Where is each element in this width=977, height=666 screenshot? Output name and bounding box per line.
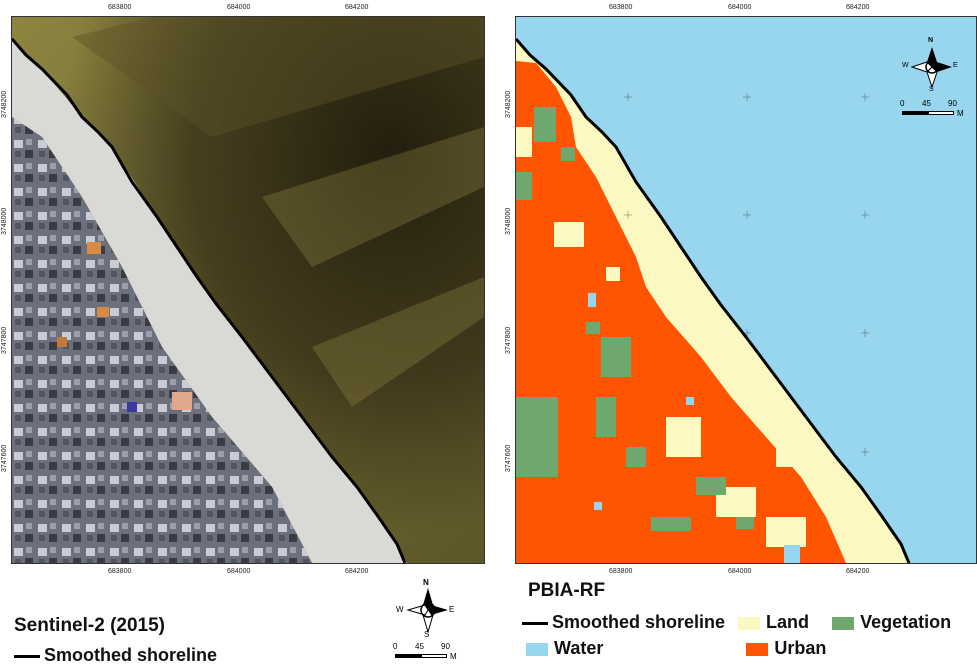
right-compass-e: E [953,62,958,69]
left-top-x-tick-2: 684000 [227,4,251,11]
right-north-arrow: N S E W [902,37,960,95]
vegetation-swatch [832,616,855,630]
right-compass-w: W [902,62,909,69]
right-scale-bar: 0 45 90 M [900,99,970,119]
left-compass-w: W [396,605,404,614]
right-scale-unit: M [957,109,964,118]
left-compass-e: E [449,605,455,614]
left-scale-label-0: 0 [393,642,398,651]
legend-vegetation-label: Vegetation [860,612,952,632]
left-legend-shoreline-label: Smoothed shoreline [44,645,218,665]
right-legend-row-2: Water Urban [526,638,826,659]
right-y-tick-2: 3748000 [505,207,512,235]
water-swatch [526,642,548,656]
left-bottom-x-tick-2: 684000 [227,568,251,575]
right-compass-s: S [929,86,934,93]
left-legend-shoreline: Smoothed shoreline [14,645,217,666]
right-bottom-x-tick-3: 684200 [846,568,870,575]
right-top-x-tick-2: 684000 [728,4,752,11]
right-map-title: PBIA-RF [528,580,606,601]
left-shoreline [12,38,407,563]
classification-map-frame: N S E W 0 45 90 M [515,16,977,564]
legend-water-label: Water [554,638,604,658]
left-top-x-tick-3: 684200 [345,4,369,11]
left-top-x-tick-1: 683800 [108,4,132,11]
right-map-panel: 683800 684000 684200 3748200 3748000 374… [498,0,977,580]
left-scale-label-90: 90 [441,642,450,651]
left-bottom-x-tick-3: 684200 [345,568,369,575]
left-y-tick-3: 3747800 [1,326,8,354]
left-y-tick-2: 3748000 [1,207,8,235]
left-compass-s: S [424,630,430,639]
right-bottom-x-tick-2: 684000 [728,568,752,575]
classification-map [516,17,976,563]
satellite-image [12,17,484,563]
left-scale-unit: M [450,652,457,661]
right-y-tick-4: 3747600 [505,444,512,472]
urban-swatch [746,642,769,656]
right-shoreline [516,38,911,563]
right-bottom-x-tick-1: 683800 [609,568,633,575]
right-legend-row-1: Smoothed shoreline Land Vegetation [522,612,951,633]
left-north-arrow: N S E W [396,578,456,639]
satellite-image-frame [11,16,485,564]
left-y-tick-4: 3747600 [1,444,8,472]
right-scale-label-90: 90 [948,99,957,108]
land-swatch [738,616,761,630]
legend-land-label: Land [766,612,810,632]
left-scale-bar: 0 45 90 M [393,642,463,664]
right-compass-n: N [928,37,934,44]
right-y-tick-3: 3747800 [505,326,512,354]
right-legend-shoreline-label: Smoothed shoreline [552,612,726,632]
left-map-title: Sentinel-2 (2015) [14,615,165,636]
right-scale-label-0: 0 [900,99,905,108]
left-bottom-x-tick-1: 683800 [108,568,132,575]
right-top-x-tick-3: 684200 [846,4,870,11]
right-shoreline-swatch [522,621,548,625]
right-scale-label-45: 45 [922,99,931,108]
legend-urban-label: Urban [774,638,827,658]
right-top-x-tick-1: 683800 [609,4,633,11]
left-scale-label-45: 45 [415,642,424,651]
left-map-panel: 683800 684000 684200 3748200 3748000 374… [0,0,490,580]
left-compass-n: N [423,578,429,587]
right-y-tick-1: 3748200 [505,90,512,118]
shoreline-swatch [14,654,40,658]
left-y-tick-1: 3748200 [1,90,8,118]
